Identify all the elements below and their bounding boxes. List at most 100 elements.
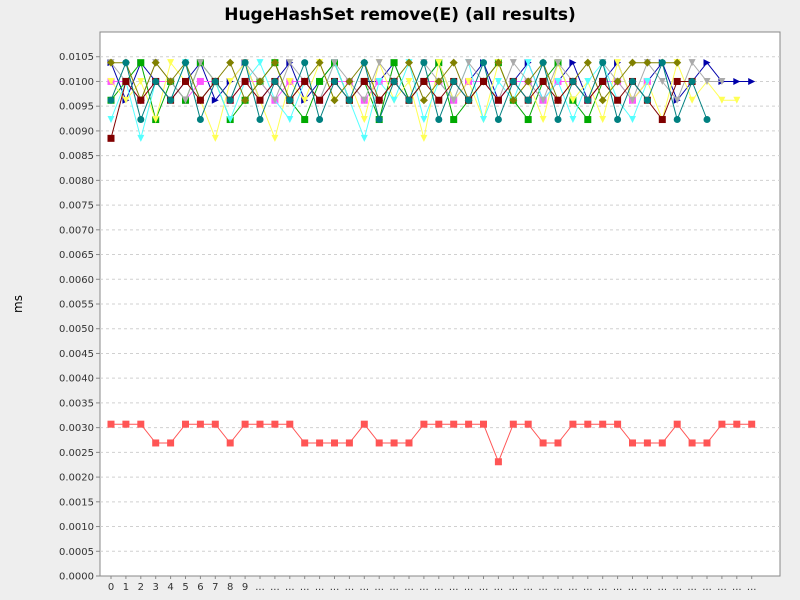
data-point <box>614 96 622 104</box>
data-point <box>435 116 443 124</box>
data-point <box>360 116 368 124</box>
data-point <box>450 420 458 428</box>
data-point <box>643 439 651 447</box>
x-tick-label: 7 <box>212 582 218 593</box>
data-point <box>703 77 711 85</box>
data-point <box>137 96 145 104</box>
series-series-a <box>107 420 756 466</box>
x-tick-label: 2 <box>138 582 144 593</box>
data-point <box>301 116 309 124</box>
x-tick-label: ... <box>270 582 280 593</box>
data-point <box>241 96 250 105</box>
x-tick-label: ... <box>658 582 668 593</box>
data-point <box>390 439 398 447</box>
x-tick-label: 1 <box>123 582 129 593</box>
data-point <box>629 116 636 124</box>
data-point <box>316 116 324 124</box>
data-point <box>360 420 368 428</box>
data-point <box>122 96 130 104</box>
data-point <box>688 59 696 67</box>
data-point <box>554 77 562 85</box>
x-tick-label: ... <box>643 582 653 593</box>
data-point <box>420 420 428 428</box>
data-point <box>167 96 175 104</box>
data-point <box>643 58 652 67</box>
data-point <box>360 134 368 142</box>
data-point <box>301 439 309 447</box>
x-tick-label: ... <box>672 582 682 593</box>
y-tick-label: 0.0070 <box>59 225 94 236</box>
data-point <box>241 77 249 85</box>
data-point <box>405 77 413 85</box>
data-point <box>390 77 398 85</box>
y-tick-label: 0.0025 <box>59 448 94 459</box>
data-point <box>137 77 145 85</box>
data-point <box>494 458 502 466</box>
data-point <box>167 59 175 67</box>
data-point <box>137 59 145 67</box>
data-point <box>196 116 204 124</box>
data-point <box>211 134 219 142</box>
y-tick-label: 0.0015 <box>59 497 94 508</box>
x-tick-label: ... <box>583 582 593 593</box>
x-tick-label: 3 <box>153 582 159 593</box>
data-point <box>405 96 413 104</box>
data-point <box>628 58 637 67</box>
data-point <box>584 77 592 85</box>
data-point <box>494 96 502 104</box>
x-tick-label: 9 <box>242 582 248 593</box>
data-point <box>405 58 413 67</box>
data-point <box>241 59 249 67</box>
data-point <box>331 59 338 67</box>
data-point <box>137 134 145 142</box>
data-point <box>226 58 235 67</box>
data-point <box>330 96 339 105</box>
data-point <box>673 116 681 124</box>
data-point <box>419 96 428 105</box>
data-point <box>480 59 487 67</box>
data-point <box>733 96 741 104</box>
x-tick-label: ... <box>464 582 474 593</box>
data-point <box>554 439 562 447</box>
data-point <box>509 420 517 428</box>
data-point <box>331 77 338 85</box>
data-point <box>271 420 279 428</box>
data-point <box>286 59 294 67</box>
data-point <box>122 77 130 85</box>
x-tick-label: 0 <box>108 582 114 593</box>
data-point <box>599 116 607 124</box>
data-point <box>509 77 517 85</box>
y-tick-label: 0.0010 <box>59 522 94 533</box>
data-point <box>107 134 115 142</box>
y-tick-label: 0.0000 <box>59 572 94 583</box>
data-point <box>733 77 741 85</box>
data-point <box>256 59 264 67</box>
data-point <box>465 420 473 428</box>
data-point <box>450 116 458 124</box>
data-point <box>703 116 711 124</box>
data-point <box>226 77 234 85</box>
data-point <box>614 116 622 124</box>
data-point <box>449 58 458 67</box>
data-point <box>196 420 204 428</box>
x-tick-label: ... <box>732 582 742 593</box>
data-point <box>629 96 636 104</box>
data-point <box>182 96 189 104</box>
data-point <box>539 77 547 85</box>
data-point <box>152 116 160 124</box>
data-point <box>375 96 383 104</box>
data-point <box>465 59 473 67</box>
y-tick-label: 0.0065 <box>59 250 94 261</box>
x-tick-label: ... <box>374 582 384 593</box>
data-point <box>270 58 279 67</box>
data-point <box>465 96 473 104</box>
data-point <box>166 77 175 86</box>
data-point <box>599 420 607 428</box>
series-group <box>107 58 756 466</box>
x-tick-label: 6 <box>197 582 203 593</box>
data-point <box>420 134 428 142</box>
y-tick-label: 0.0090 <box>59 126 94 137</box>
data-point <box>688 77 696 85</box>
data-point <box>554 59 562 67</box>
data-point <box>718 77 726 85</box>
